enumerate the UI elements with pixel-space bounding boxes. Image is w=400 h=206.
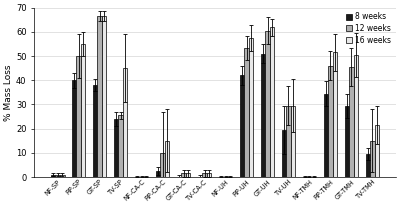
Bar [344,106,349,177]
Bar [102,16,106,177]
Y-axis label: % Mass Loss: % Mass Loss [4,64,13,121]
Bar [286,106,291,177]
Bar [328,66,333,177]
Bar [202,173,207,177]
Bar [366,154,370,177]
Bar [265,31,270,177]
Bar [354,55,358,177]
Bar [240,75,244,177]
Bar [244,48,249,177]
Bar [160,153,165,177]
Bar [333,53,338,177]
Bar [375,125,379,177]
Bar [181,173,186,177]
Bar [60,175,64,177]
Bar [249,38,254,177]
Bar [114,119,118,177]
Bar [72,80,76,177]
Bar [81,44,86,177]
Bar [370,141,375,177]
Bar [324,94,328,177]
Bar [93,85,97,177]
Bar [165,141,170,177]
Bar [291,106,296,177]
Bar [55,175,60,177]
Bar [156,171,160,177]
Bar [97,16,102,177]
Bar [76,56,81,177]
Bar [349,67,354,177]
Bar [270,27,274,177]
Bar [282,130,286,177]
Bar [186,173,190,177]
Bar [207,173,212,177]
Legend: 8 weeks, 12 weeks, 16 weeks: 8 weeks, 12 weeks, 16 weeks [343,9,394,48]
Bar [260,54,265,177]
Bar [118,115,123,177]
Bar [51,175,55,177]
Bar [123,68,128,177]
